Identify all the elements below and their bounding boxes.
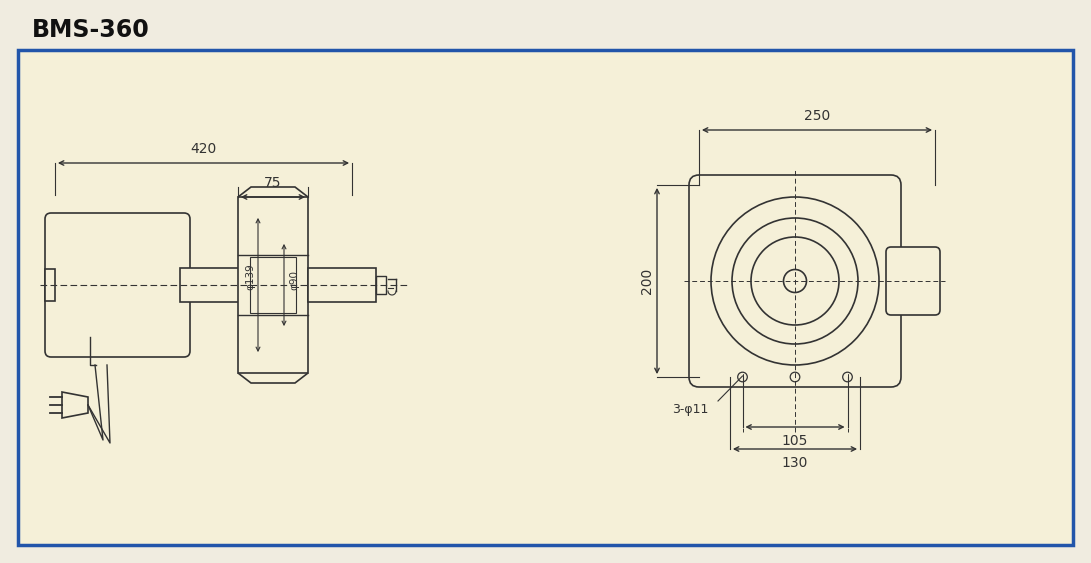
FancyBboxPatch shape [886, 247, 940, 315]
Bar [308, 268, 376, 302]
Bar [376, 276, 386, 294]
Text: 75: 75 [264, 176, 281, 190]
Text: 200: 200 [640, 268, 654, 294]
Text: 3-φ11: 3-φ11 [672, 403, 708, 415]
Bar [45, 269, 55, 301]
Bar [180, 268, 272, 302]
Circle shape [842, 372, 852, 382]
Text: 105: 105 [782, 434, 808, 448]
Circle shape [783, 270, 806, 293]
Text: BMS-360: BMS-360 [32, 18, 149, 42]
Text: φ139: φ139 [245, 263, 255, 291]
FancyBboxPatch shape [690, 175, 901, 387]
Text: 130: 130 [782, 456, 808, 470]
Text: φ90: φ90 [289, 270, 299, 290]
FancyBboxPatch shape [45, 213, 190, 357]
Circle shape [751, 237, 839, 325]
Bar [17, 50, 1074, 545]
Text: 250: 250 [804, 109, 830, 123]
Circle shape [732, 218, 858, 344]
Circle shape [711, 197, 879, 365]
Circle shape [738, 372, 747, 382]
Bar [250, 257, 296, 313]
Bar [238, 197, 308, 373]
Bar [55, 233, 180, 337]
Text: 420: 420 [190, 142, 216, 156]
Polygon shape [62, 392, 88, 418]
Circle shape [790, 372, 800, 382]
